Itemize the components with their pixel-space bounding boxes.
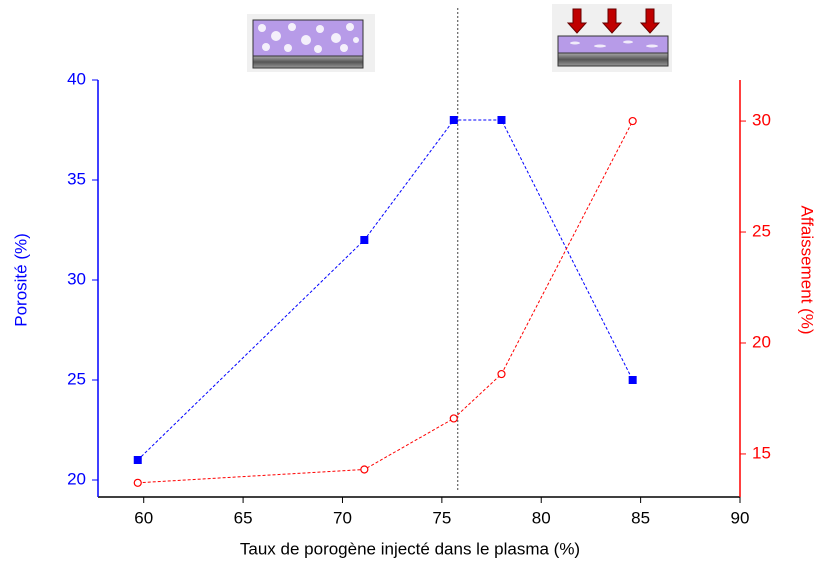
y2-tick-label: 25 bbox=[752, 222, 771, 241]
y-tick-label: 30 bbox=[67, 269, 86, 288]
marker bbox=[133, 478, 142, 487]
x-tick-label: 80 bbox=[532, 508, 551, 527]
marker bbox=[497, 116, 506, 124]
marker bbox=[360, 236, 369, 244]
x-tick-label: 90 bbox=[731, 508, 750, 527]
x-tick-label: 60 bbox=[134, 508, 153, 527]
series-line bbox=[137, 120, 634, 484]
y-tick-label: 35 bbox=[67, 169, 86, 188]
y2-tick-label: 20 bbox=[752, 332, 771, 351]
marker bbox=[360, 465, 369, 474]
x-tick-label: 75 bbox=[432, 508, 451, 527]
collapsed-film-icon bbox=[552, 4, 672, 72]
x-tick-label: 85 bbox=[631, 508, 650, 527]
marker bbox=[628, 116, 637, 126]
y2-tick-label: 30 bbox=[752, 111, 771, 130]
series-line bbox=[137, 119, 634, 461]
x-tick-label: 70 bbox=[333, 508, 352, 527]
x-tick-label: 65 bbox=[234, 508, 253, 527]
marker bbox=[628, 376, 637, 384]
marker bbox=[497, 369, 506, 379]
porous-film-icon bbox=[247, 14, 375, 72]
y-axis-label: Porosité (%) bbox=[11, 233, 30, 327]
y-tick-label: 20 bbox=[67, 469, 86, 488]
y-tick-label: 25 bbox=[67, 369, 86, 388]
y-tick-label: 40 bbox=[67, 69, 86, 88]
y2-tick-label: 15 bbox=[752, 443, 771, 462]
marker bbox=[133, 456, 142, 464]
y2-axis-label: Affaissement (%) bbox=[798, 205, 817, 334]
marker bbox=[449, 116, 458, 124]
marker bbox=[449, 414, 458, 423]
x-axis-label: Taux de porogène injecté dans le plasma … bbox=[240, 539, 580, 558]
